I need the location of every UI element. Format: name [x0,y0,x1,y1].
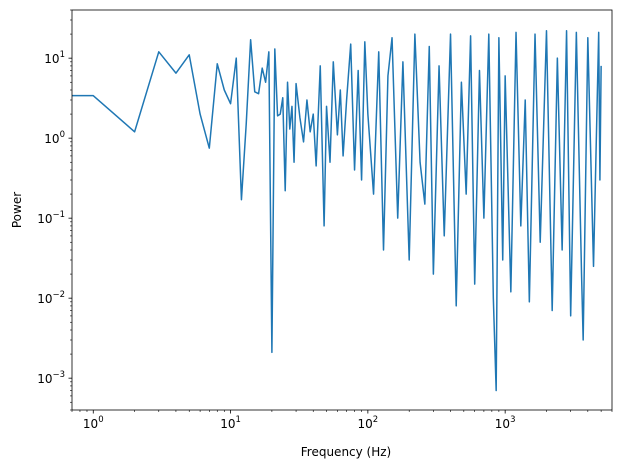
x-tick-label: 100 [83,415,104,431]
x-tick-label: 101 [220,415,241,431]
axes-layer: 100 101 102 103 10−3 10−2 10−1 100 101 [37,9,613,431]
axes-frame [71,9,613,411]
y-tick-label: 100 [44,130,65,146]
x-tick-label: 102 [358,415,379,431]
y-tick-label: 10−2 [37,290,65,306]
y-tick-label: 10−3 [37,370,65,386]
x-tick-label: 103 [495,415,516,431]
y-tick-label: 10−1 [37,210,65,226]
series-line-0 [72,30,602,392]
y-axis-label: Power [10,192,24,228]
x-axis-label: Frequency (Hz) [301,445,392,459]
y-tick-label: 101 [44,50,65,66]
plot-layer [72,30,602,392]
